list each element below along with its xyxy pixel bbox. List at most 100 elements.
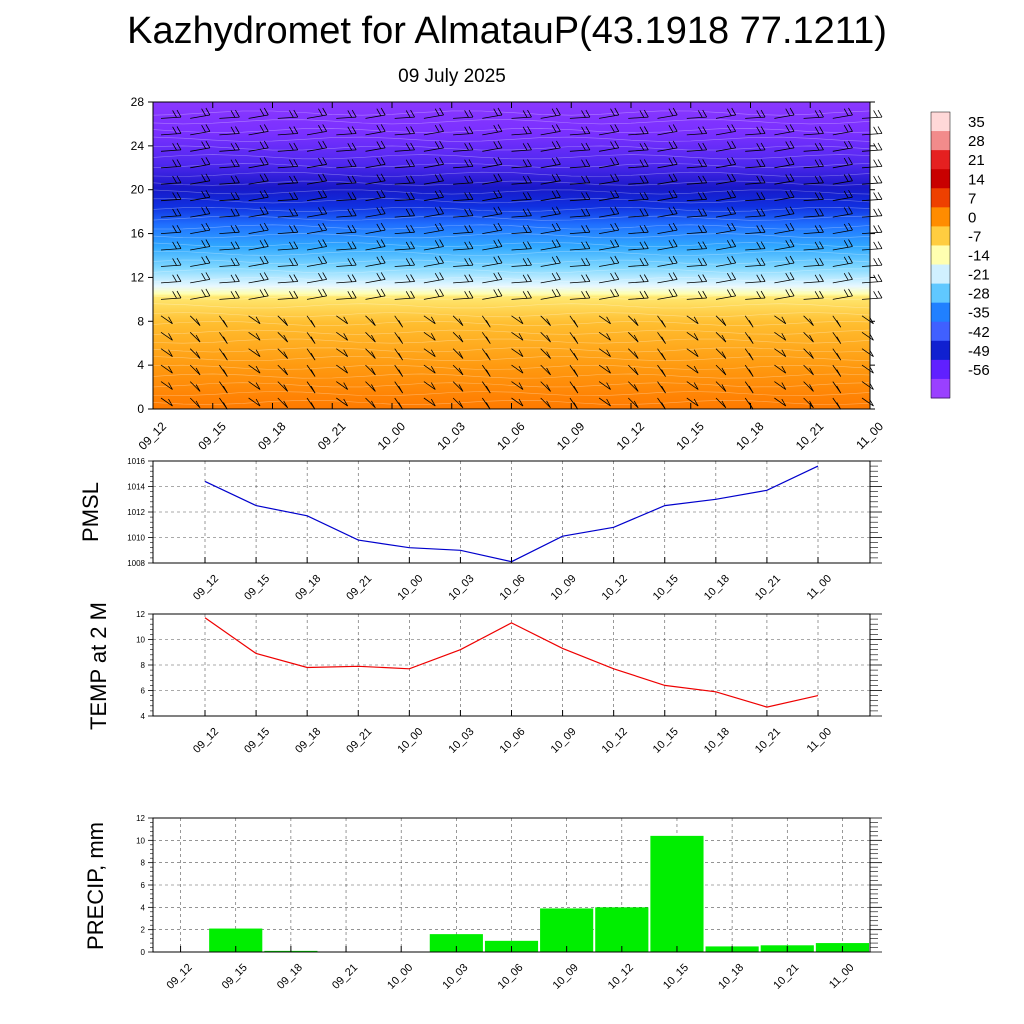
wind-barb: [423, 157, 444, 169]
y-tick-label: 4: [137, 358, 144, 372]
wind-barb: [306, 190, 328, 202]
wind-barb: [745, 126, 766, 136]
x-tick-label: 10_15: [651, 726, 681, 756]
x-tick-label: 09_18: [293, 573, 323, 603]
colorbar-label: 21: [968, 152, 985, 169]
x-tick-label: 10_09: [554, 419, 588, 453]
wind-barb: [715, 364, 727, 376]
wind-barb: [832, 332, 842, 344]
colorbar-label: -21: [968, 267, 990, 284]
wind-barb: [277, 315, 289, 326]
wind-barb: [832, 107, 853, 119]
colorbar-label: -35: [968, 305, 990, 322]
wind-barb: [686, 208, 708, 218]
wind-barb: [686, 274, 708, 284]
wind-barb: [277, 332, 289, 343]
x-tick-label: 11_00: [827, 962, 857, 992]
wind-barb: [774, 364, 787, 374]
wind-barb: [569, 348, 579, 361]
wind-barb: [336, 126, 357, 136]
wind-barb: [774, 288, 795, 300]
y-tick-label: 1012: [127, 508, 145, 517]
x-tick-label: 10_06: [498, 726, 528, 756]
x-tick-label: 09_12: [136, 419, 170, 453]
wind-barb: [540, 332, 551, 343]
wind-barb: [452, 364, 464, 376]
wind-barb: [365, 397, 376, 409]
wind-barb: [306, 332, 316, 344]
wind-barb: [190, 140, 211, 152]
wind-barb: [482, 222, 503, 234]
contour-line: [152, 128, 871, 134]
wind-barb: [540, 206, 561, 218]
contour-line: [152, 382, 871, 388]
x-tick-label: 10_21: [753, 573, 783, 603]
wind-barb: [394, 225, 415, 234]
wind-barb: [628, 348, 639, 359]
page-date: 09 July 2025: [398, 66, 506, 87]
wind-barb: [423, 348, 436, 358]
wind-barb: [657, 397, 666, 410]
wind-barb: [189, 348, 201, 359]
colorbar-label: -56: [968, 362, 990, 379]
wind-barb: [540, 364, 551, 376]
wind-barb: [336, 274, 357, 284]
wind-barb: [189, 381, 201, 392]
wind-barb: [336, 109, 357, 119]
wind-barb: [569, 142, 591, 152]
wind-barb: [365, 315, 376, 326]
wind-barb: [248, 364, 261, 374]
wind-barb: [628, 241, 649, 251]
wind-barb: [599, 272, 620, 284]
wind-barb: [248, 288, 269, 300]
wind-barb: [599, 140, 620, 152]
y-tick-label: 16: [131, 227, 145, 241]
wind-barb: [160, 225, 182, 234]
wind-barb: [423, 288, 444, 300]
x-tick-label: 11_00: [805, 573, 835, 603]
wind-barb: [803, 109, 824, 119]
wind-barb: [569, 175, 591, 185]
colorbar-swatch: [931, 131, 950, 151]
wind-barb: [394, 192, 415, 202]
wind-barb: [686, 241, 708, 251]
x-tick-label: 09_15: [242, 573, 272, 603]
y-tick-label: 28: [131, 95, 145, 109]
wind-barb: [628, 364, 639, 376]
wind-barb: [336, 381, 349, 390]
wind-barb: [248, 222, 269, 234]
wind-barb: [219, 381, 228, 394]
wind-barb: [453, 109, 474, 119]
wind-barb: [745, 142, 766, 152]
x-tick-label: 10_09: [549, 573, 579, 603]
wind-barb: [248, 206, 269, 218]
precip-bar: [540, 908, 594, 952]
wind-barb: [365, 206, 386, 218]
wind-barb: [599, 124, 620, 136]
wind-barb: [628, 381, 639, 392]
wind-barb: [452, 397, 464, 409]
wind-barb: [686, 331, 699, 341]
wind-barb: [599, 107, 620, 119]
x-tick-label: 10_15: [673, 419, 707, 453]
wind-barb: [219, 364, 228, 377]
wind-barb: [452, 315, 464, 326]
x-tick-label: 09_15: [195, 419, 229, 453]
wind-barb: [219, 126, 240, 136]
wind-barb: [628, 274, 649, 284]
wind-barb: [160, 274, 182, 284]
wind-barb: [774, 397, 787, 407]
wind-barb: [277, 364, 289, 376]
contour-line: [152, 320, 871, 326]
wind-barb: [511, 364, 524, 374]
wind-barb: [423, 190, 444, 202]
wind-barb: [599, 190, 620, 202]
y-axis-label: PMSL: [78, 482, 103, 542]
x-tick-label: 09_21: [344, 573, 374, 603]
wind-barb: [453, 126, 474, 136]
wind-barb: [394, 332, 404, 344]
wind-barb: [861, 109, 883, 119]
wind-barb: [803, 290, 824, 300]
wind-barb: [511, 257, 532, 267]
contour-line: [152, 312, 871, 318]
